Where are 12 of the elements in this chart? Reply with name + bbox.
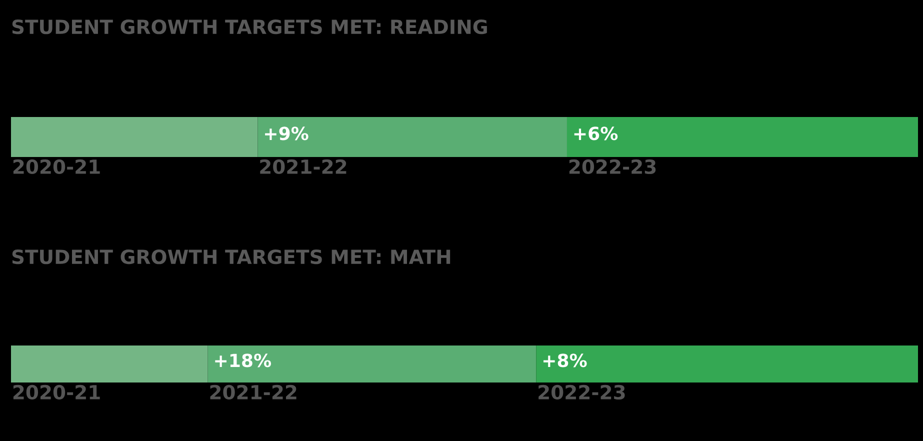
- series-label: 2020-21: [13, 384, 100, 400]
- series-label: 2021-22: [260, 159, 346, 174]
- chart-title: STUDENT GROWTH TARGETS MET: READING: [12, 19, 487, 34]
- annotation: +18%: [215, 354, 272, 368]
- series-label: 2022-23: [538, 384, 625, 400]
- annotation: +8%: [544, 354, 587, 368]
- series-label: 2022-23: [569, 159, 656, 174]
- chart-title: STUDENT GROWTH TARGETS MET: MATH: [12, 249, 450, 264]
- series-label: 2020-21: [13, 159, 100, 174]
- annotation: +6%: [574, 126, 618, 140]
- series-label: 2021-22: [210, 384, 296, 400]
- annotation: +9%: [265, 126, 308, 140]
